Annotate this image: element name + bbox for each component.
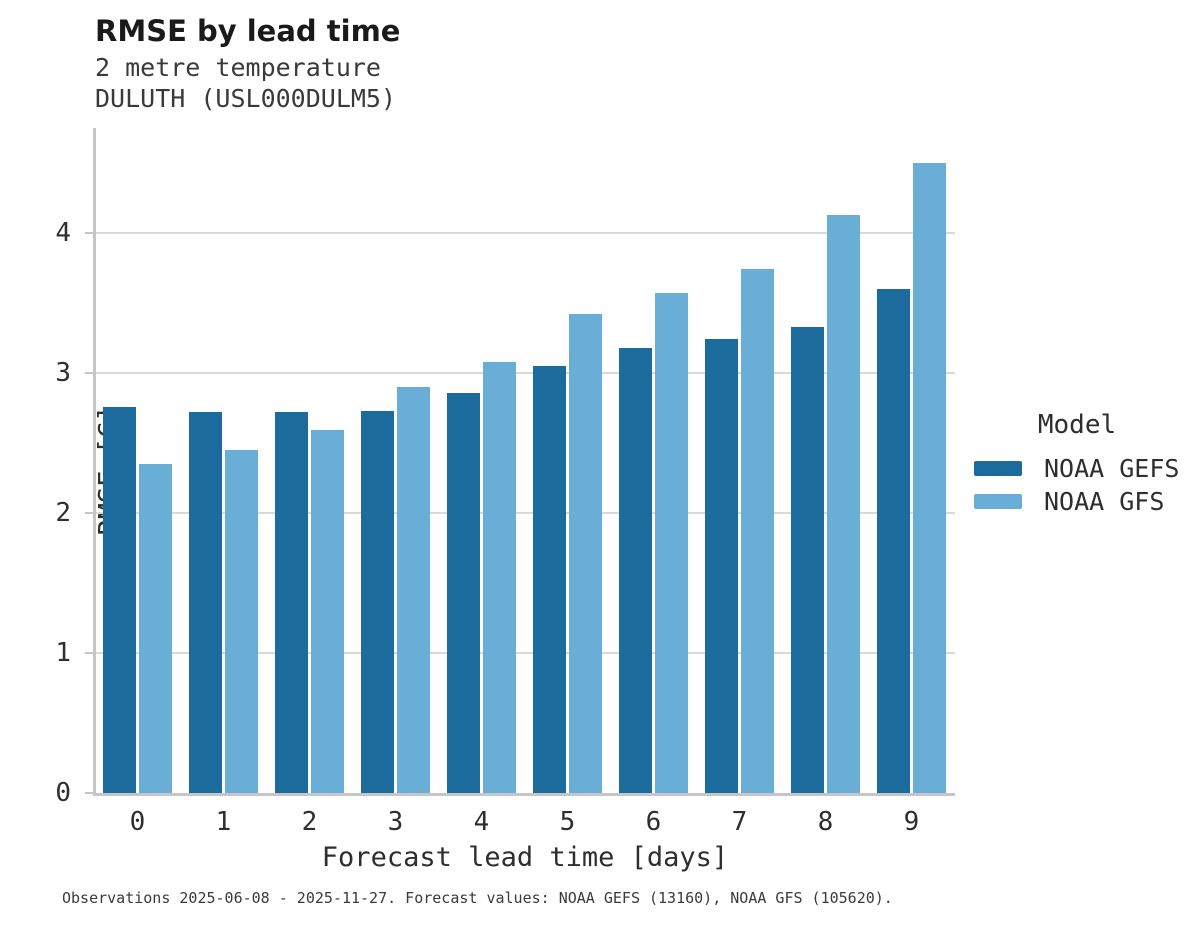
bar-noaa-gfs [569,314,602,793]
y-tick-label: 4 [55,218,71,248]
bar-noaa-gfs [741,269,774,793]
bar-noaa-gefs [103,406,136,793]
bar-noaa-gefs [791,326,824,793]
bar-noaa-gefs [275,412,308,793]
bar-noaa-gfs [827,214,860,793]
x-tick-label: 8 [817,807,834,837]
y-tick-label: 1 [55,638,71,668]
bar-noaa-gfs [483,361,516,793]
bar-noaa-gefs [705,339,738,793]
bar-noaa-gefs [189,412,222,793]
bar-noaa-gefs [619,347,652,793]
y-tick-label: 2 [55,498,71,528]
legend: Model NOAA GEFS NOAA GFS [974,410,1180,518]
x-tick-label: 1 [215,807,232,837]
subtitle-variable: 2 metre temperature [95,53,381,82]
bar-noaa-gfs [139,464,172,793]
gridline [95,512,955,514]
bar-noaa-gfs [913,163,946,793]
bar-noaa-gefs [533,366,566,793]
x-tick-label: 2 [301,807,318,837]
x-tick-label: 5 [559,807,576,837]
legend-item-noaa-gfs: NOAA GFS [974,485,1180,518]
legend-label: NOAA GFS [1044,487,1165,516]
page-title: RMSE by lead time [95,14,401,48]
y-tick-mark [85,652,94,654]
chart-subtitle: 2 metre temperature DULUTH (USL000DULM5) [95,52,400,114]
y-tick-mark [85,792,94,794]
y-tick-mark [85,512,94,514]
bar-noaa-gfs [311,430,344,793]
legend-item-noaa-gefs: NOAA GEFS [974,452,1180,485]
x-tick-label: 6 [645,807,662,837]
x-tick-label: 0 [129,807,146,837]
subtitle-station: DULUTH (USL000DULM5) [95,84,397,113]
y-tick-mark [85,232,94,234]
gridline [95,652,955,654]
y-tick-label: 3 [55,358,71,388]
bar-noaa-gfs [225,450,258,793]
x-tick-label: 7 [731,807,748,837]
gridline [95,232,955,234]
bar-noaa-gfs [655,293,688,793]
x-axis-line [93,793,955,796]
x-axis-title: Forecast lead time [days] [321,842,729,873]
x-tick-label: 3 [387,807,404,837]
y-tick-mark [85,372,94,374]
legend-swatch-noaa-gefs [974,461,1022,476]
x-tick-label: 9 [903,807,920,837]
bar-noaa-gefs [447,392,480,793]
footnote: Observations 2025-06-08 - 2025-11-27. Fo… [62,889,893,907]
plot-area: RMSE [C] Forecast lead time [days] 01234… [55,128,955,873]
bar-noaa-gfs [397,387,430,793]
y-axis-line [93,128,96,796]
gridline [95,372,955,374]
x-tick-label: 4 [473,807,490,837]
y-tick-label: 0 [55,778,71,808]
legend-label: NOAA GEFS [1044,454,1180,483]
legend-title: Model [1037,410,1117,440]
chart-header: RMSE by lead time 2 metre temperature DU… [95,14,400,114]
legend-swatch-noaa-gfs [974,494,1022,509]
bar-noaa-gefs [877,289,910,793]
bar-noaa-gefs [361,410,394,793]
